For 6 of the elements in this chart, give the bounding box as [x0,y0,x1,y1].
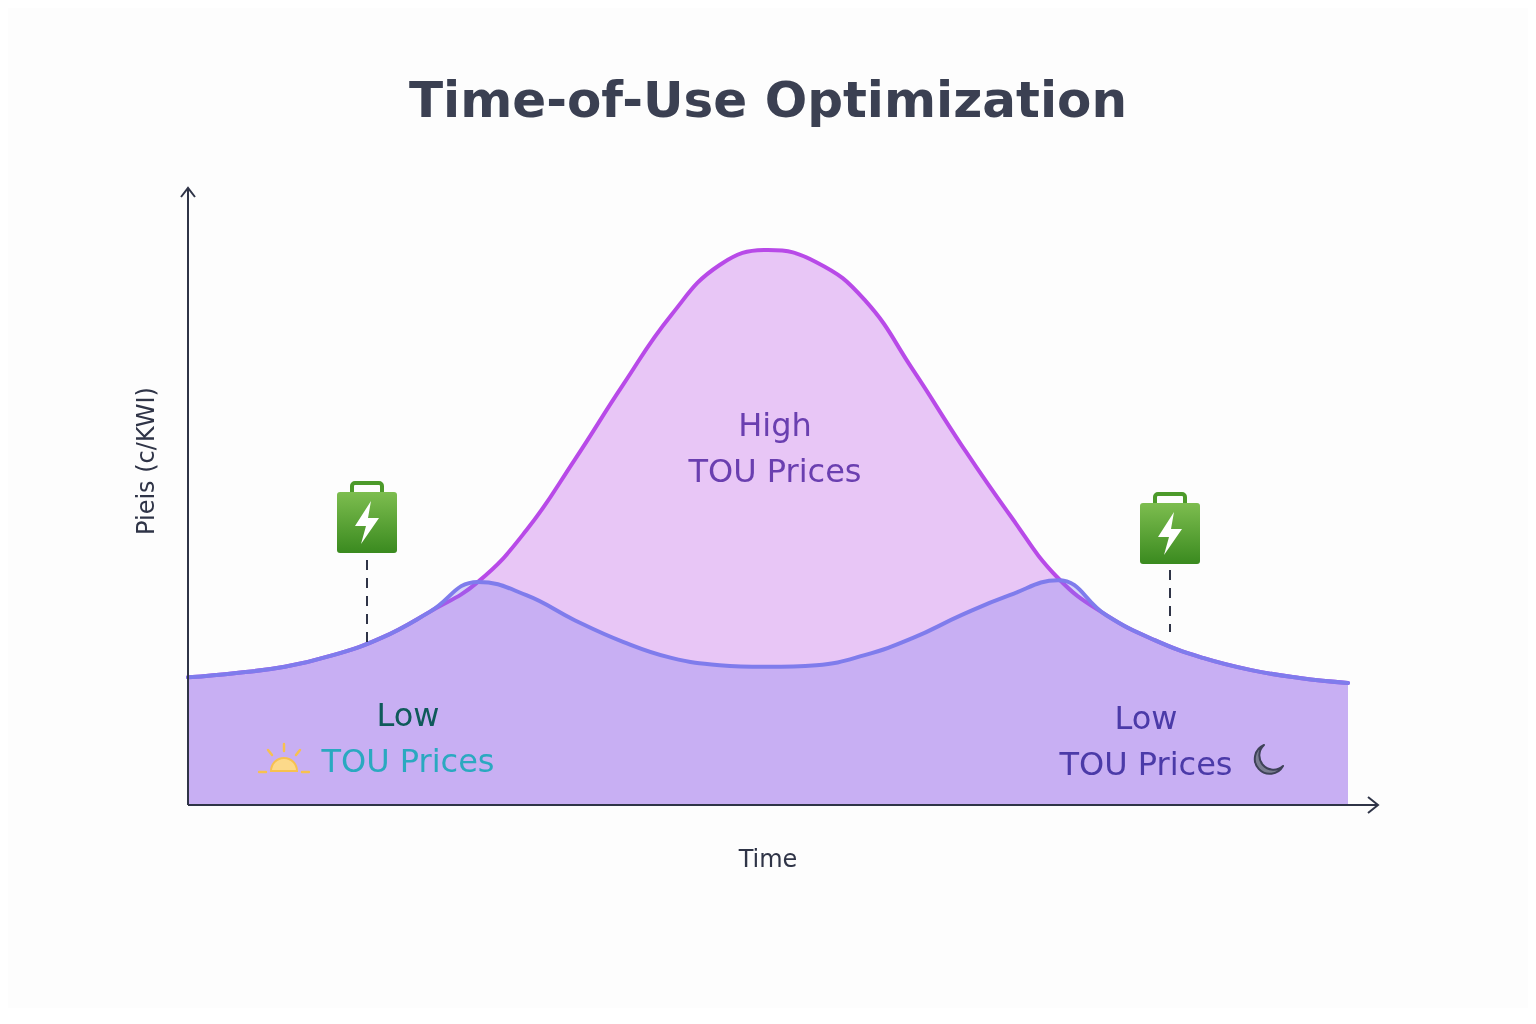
chart-title: Time-of-Use Optimization [408,71,1128,129]
annotation: Low TOU Prices [320,696,495,780]
x-axis-title: Time [737,845,798,873]
y-axis-title: Pieis (c/KWI) [132,387,160,535]
annotation: High TOU Prices [687,406,862,490]
annotation: Low TOU Prices [1058,699,1233,783]
